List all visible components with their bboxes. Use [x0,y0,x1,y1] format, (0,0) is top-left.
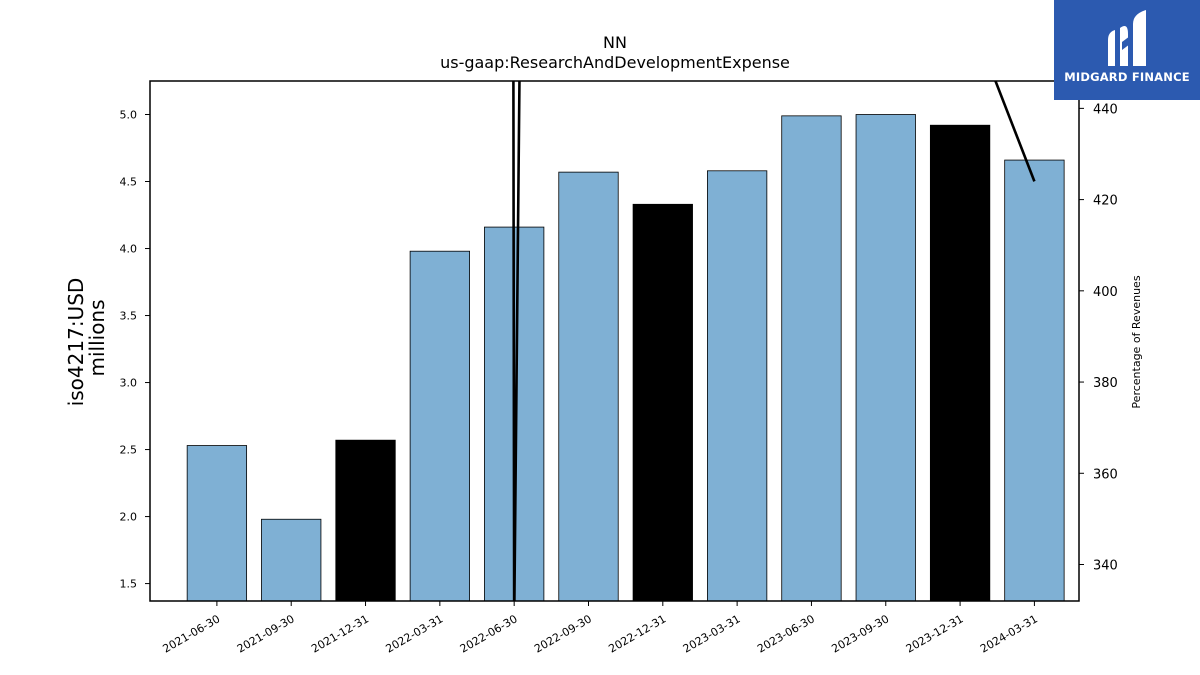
bar-2021-06-30 [186,445,248,602]
x-axis: 2021-06-30 2021-09-30 2021-12-31 2022-03-31… [161,601,1040,656]
y-tick-label: 2.5 [120,444,138,457]
x-tick-label: 2022-03-31 [383,612,445,655]
line-series-group [512,81,1036,601]
plot-frame [149,80,1080,602]
midgard-logo-icon [1108,10,1146,66]
x-tick-label: 2023-09-30 [829,612,891,655]
y-right-tick-label: 360 [1093,467,1118,482]
y-axis-right-label: Percentage of Revenues [1130,275,1143,408]
x-tick-label: 2022-06-30 [458,612,520,655]
x-tick-label: 2022-12-31 [606,612,668,655]
y-tick-label: 5.0 [120,109,138,122]
y-right-tick-label: 380 [1093,376,1118,391]
bar-2022-09-30 [558,171,619,602]
y-tick-label: 2.0 [120,511,138,524]
y-axis-label-line2: millions [85,299,109,376]
x-tick-label: 2024-03-31 [978,612,1040,655]
y-right-tick-label: 340 [1093,559,1118,574]
chart-title: NN [603,33,627,52]
y-right-tick-label: 400 [1093,285,1118,300]
y-axis-right: 340 360 380 400 420 440 [1079,102,1118,574]
x-tick-label: 2021-06-30 [161,612,223,655]
bar-2023-09-30 [855,114,916,602]
bar-2023-12-31 [929,124,991,602]
midgard-finance-logo: MIDGARD FINANCE [1054,0,1200,100]
x-tick-label: 2023-06-30 [755,612,817,655]
x-tick-label: 2021-12-31 [309,612,371,655]
x-tick-label: 2021-09-30 [235,612,297,655]
bar-2022-03-31 [409,250,470,602]
bars-group [186,114,1065,602]
bar-2022-12-31 [632,203,693,602]
y-axis-label-line1: iso4217:USD [64,278,88,407]
y-tick-label: 3.0 [120,377,138,390]
y-tick-label: 1.5 [120,578,138,591]
logo-text: MIDGARD FINANCE [1064,70,1190,84]
bar-2023-06-30 [781,115,842,602]
y-right-tick-label: 420 [1093,194,1118,209]
y-right-tick-label: 440 [1093,102,1118,117]
line-segment [994,81,1036,182]
y-tick-label: 4.0 [120,243,138,256]
y-tick-label: 3.5 [120,310,138,323]
x-tick-label: 2023-03-31 [681,612,743,655]
x-tick-label: 2022-09-30 [532,612,594,655]
bar-2021-12-31 [335,439,396,602]
bar-2024-03-31 [1004,159,1065,602]
x-tick-label: 2023-12-31 [904,612,966,655]
bar-2023-03-31 [707,170,768,602]
y-tick-label: 4.5 [120,176,138,189]
chart-subtitle: us-gaap:ResearchAndDevelopmentExpense [440,53,790,72]
y-axis-left: 1.5 2.0 2.5 3.0 3.5 4.0 4.5 5.0 [120,109,150,591]
bar-2021-09-30 [261,518,322,602]
